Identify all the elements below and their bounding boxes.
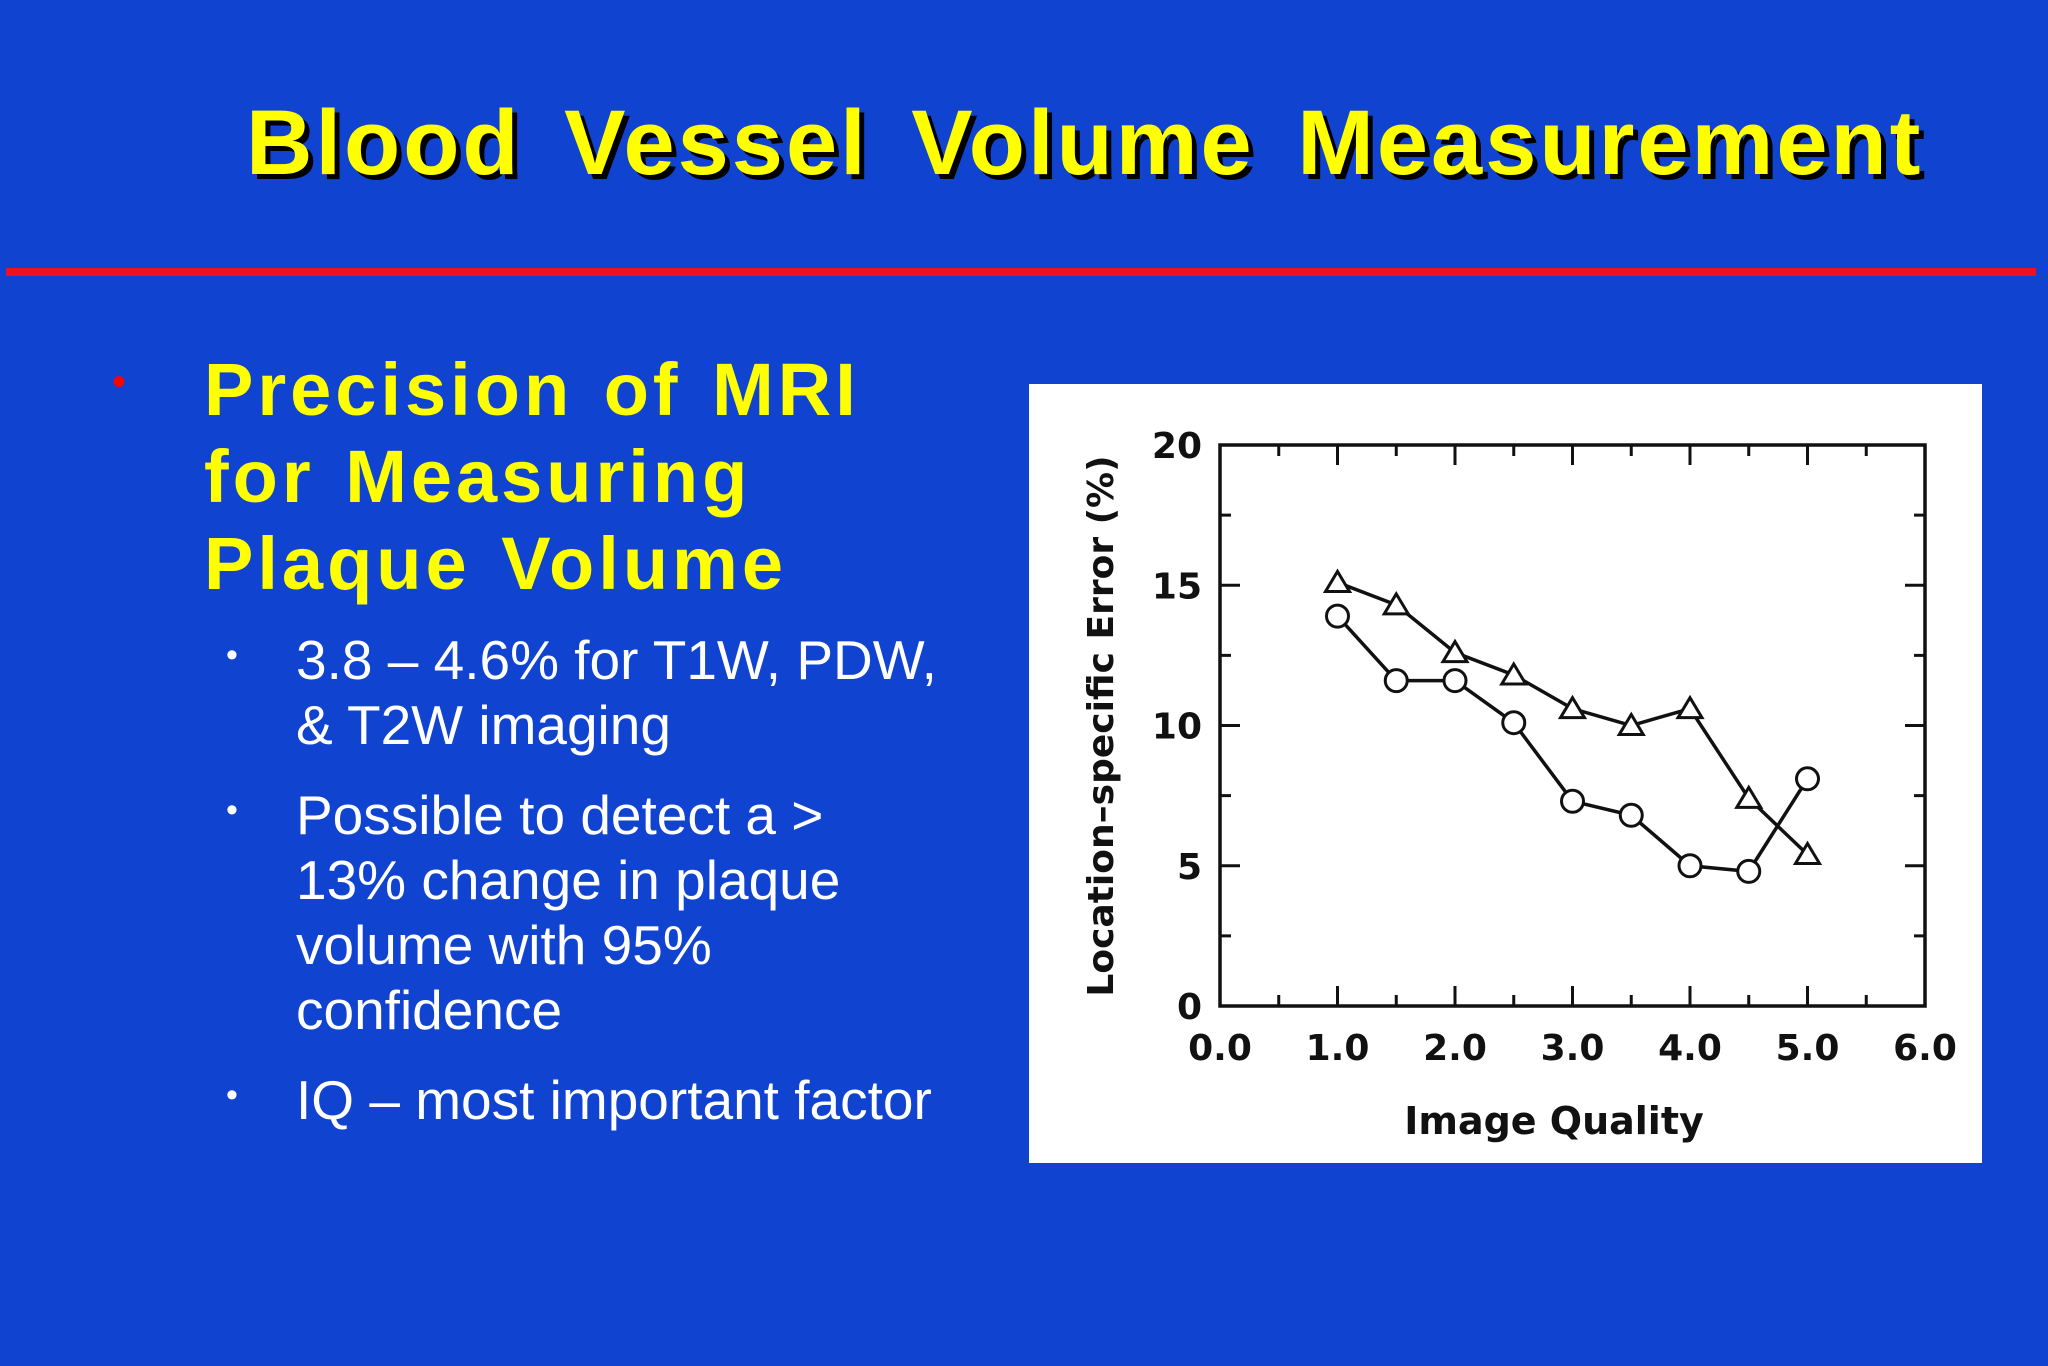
triangle-point (1557, 694, 1588, 720)
sub-point-text: IQ – most important factor (296, 1069, 932, 1131)
circle-point (1560, 788, 1585, 814)
y-tick-label: 15 (1152, 566, 1202, 607)
y-tick-label: 5 (1177, 847, 1202, 888)
triangle-point (1322, 568, 1353, 593)
main-bullet-dot: • (112, 360, 127, 404)
axis-ticks (1218, 443, 1927, 1008)
error-vs-image-quality-chart: 0.0 1.0 2.0 3.0 4.0 5.0 6.0 0 5 10 15 20 Image Qual… (1081, 426, 1957, 1143)
triangle-point (1440, 638, 1470, 664)
x-tick-label: 2.0 (1423, 1028, 1487, 1069)
x-tick-label: 4.0 (1658, 1028, 1722, 1069)
sub-point-text: Possible to detect a > 13% change in pla… (296, 784, 841, 1041)
x-tick-label: 3.0 (1541, 1028, 1605, 1069)
circle-point (1677, 853, 1703, 879)
triangle-point (1381, 590, 1411, 616)
circle-point (1442, 668, 1468, 694)
sub-point-list: • 3.8 – 4.6% for T1W, PDW, & T2W imaging… (222, 628, 942, 1158)
plot-frame (1218, 443, 1927, 1008)
series-layer (1322, 568, 1823, 884)
sub-point-precision: • 3.8 – 4.6% for T1W, PDW, & T2W imaging (222, 628, 942, 758)
main-point: Precision of MRI for Measuring Plaque Vo… (204, 348, 860, 605)
x-tick-label: 0.0 (1188, 1028, 1252, 1069)
circle-point (1501, 710, 1527, 736)
sub-point-detection: • Possible to detect a > 13% change in p… (222, 783, 942, 1043)
sub-bullet-dot: • (226, 1076, 238, 1114)
triangle-point (1499, 661, 1529, 686)
triangle-point (1616, 711, 1646, 736)
chart-panel: 0.0 1.0 2.0 3.0 4.0 5.0 6.0 0 5 10 15 20 Image Qual… (1029, 384, 1982, 1163)
axis-tick-labels: 0.0 1.0 2.0 3.0 4.0 5.0 6.0 0 5 10 15 20 (1152, 426, 1957, 1069)
y-tick-label: 0 (1177, 987, 1202, 1028)
circle-point (1736, 858, 1762, 884)
x-axis-label: Image Quality (1404, 1099, 1704, 1143)
x-tick-label: 6.0 (1893, 1028, 1957, 1069)
circle-point (1383, 668, 1409, 694)
sub-point-text: 3.8 – 4.6% for T1W, PDW, & T2W imaging (296, 629, 937, 756)
sub-bullet-dot: • (226, 791, 238, 829)
circle-series-line (1336, 614, 1809, 874)
sub-bullet-dot: • (226, 636, 238, 674)
circle-point (1618, 802, 1644, 828)
triangle-point (1675, 694, 1705, 720)
y-tick-label: 20 (1152, 426, 1202, 467)
x-tick-label: 1.0 (1306, 1028, 1370, 1069)
y-tick-label: 10 (1152, 707, 1202, 748)
circle-point (1325, 603, 1350, 629)
y-axis-label: Location–specific Error (%) (1081, 455, 1122, 996)
triangle-point (1792, 840, 1823, 866)
x-tick-label: 5.0 (1776, 1028, 1840, 1069)
circle-point (1795, 766, 1820, 792)
sub-point-iq: • IQ – most important factor (222, 1068, 942, 1133)
title-divider (6, 268, 2036, 276)
triangle-point (1734, 784, 1764, 809)
slide-title: Blood Vessel Volume Measurement (246, 92, 1924, 194)
